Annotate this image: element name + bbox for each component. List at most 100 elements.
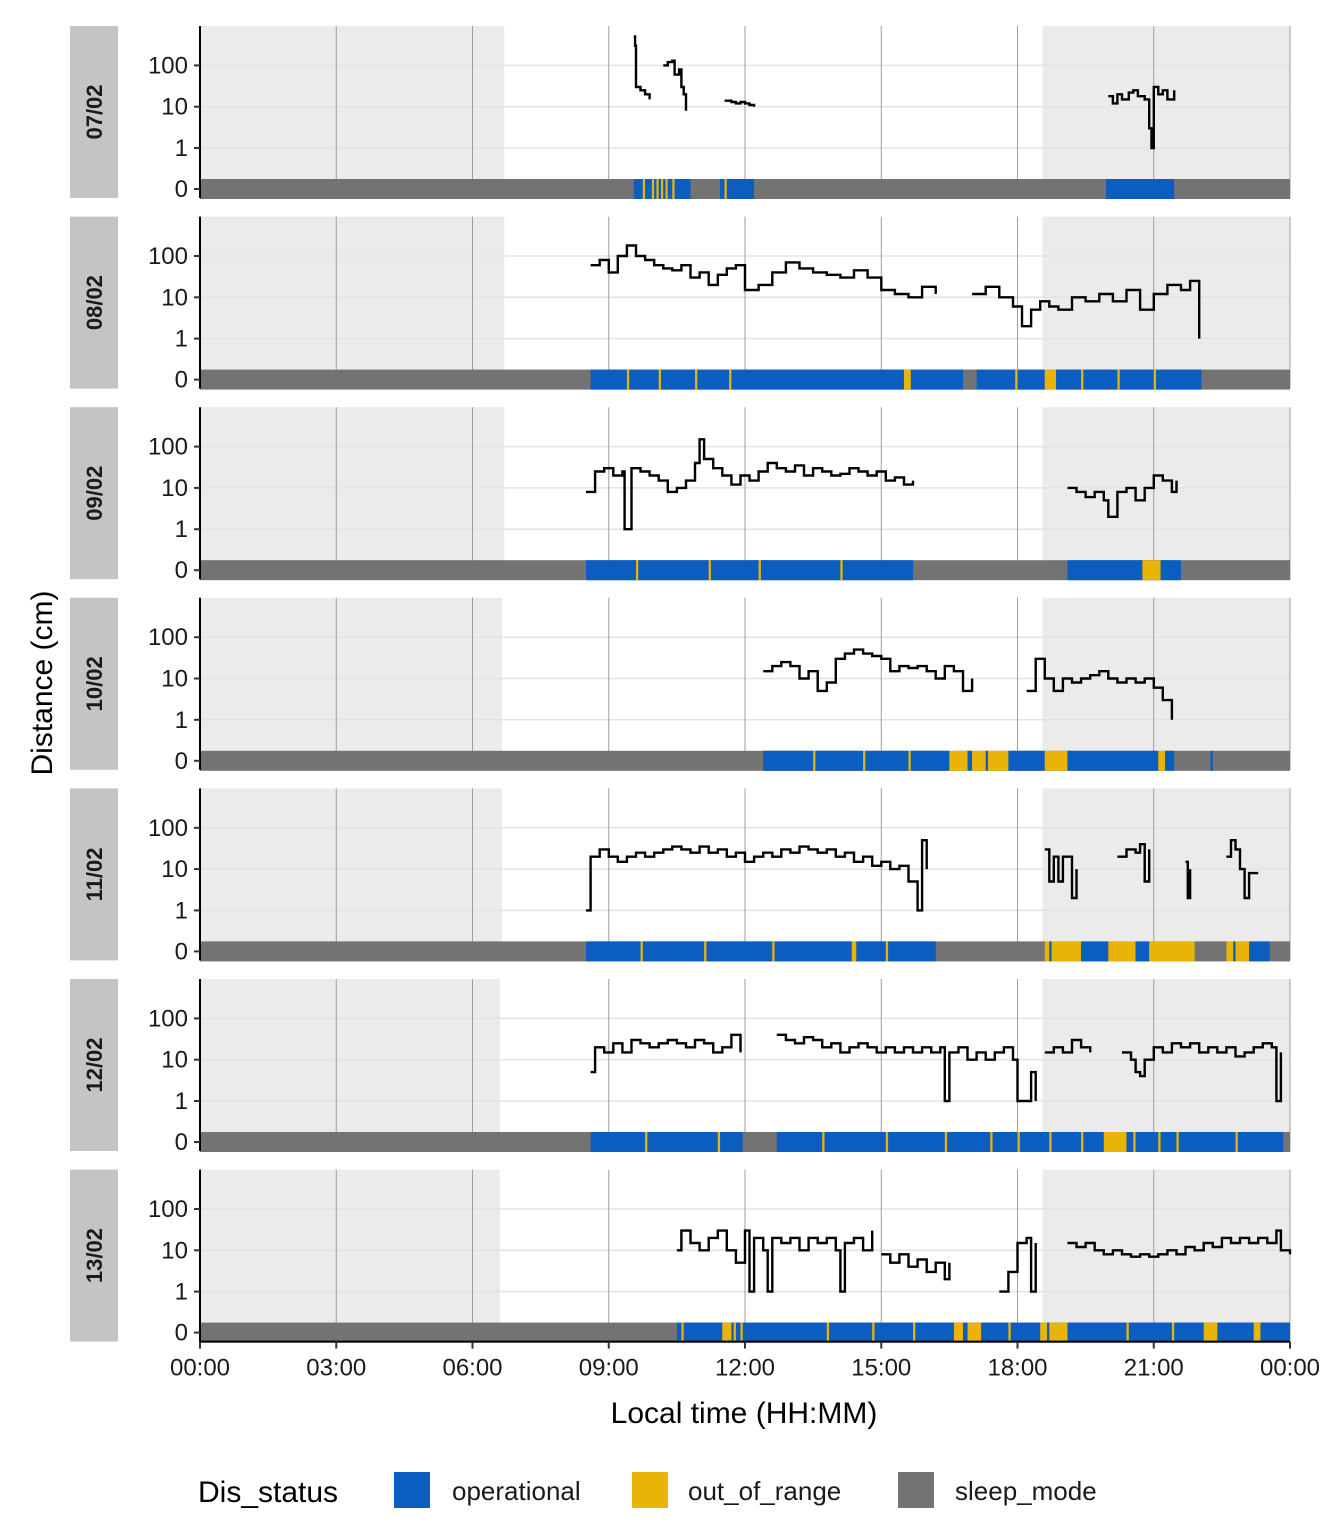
facet-strip: [70, 407, 118, 580]
status-band-operational: [1106, 179, 1175, 199]
status-band-out_of_range: [1017, 1132, 1020, 1152]
status-band-out_of_range: [990, 1132, 993, 1152]
facet-strip-label: 13/02: [82, 1228, 107, 1283]
status-band-out_of_range: [708, 560, 711, 581]
x-tick-label: 00:00: [170, 1355, 230, 1382]
status-band-operational: [1233, 941, 1236, 962]
facet-strip: [70, 1169, 118, 1342]
distance-series-line: [1044, 1038, 1092, 1054]
status-band-out_of_range: [656, 179, 659, 199]
status-band-out_of_range: [1142, 560, 1161, 581]
x-tick-label: 12:00: [715, 1355, 775, 1382]
distance-series-line: [633, 35, 651, 100]
status-band-out_of_range: [642, 179, 646, 199]
status-band-out_of_range: [872, 1322, 875, 1343]
status-band-out_of_range: [665, 179, 668, 199]
distance-series-line: [1067, 1229, 1292, 1258]
y-tick-label: 1: [175, 135, 188, 162]
status-band-out_of_range: [1044, 750, 1068, 771]
facet-strip-label: 07/02: [82, 84, 107, 139]
status-band-operational: [633, 179, 643, 199]
status-band-operational: [1067, 560, 1181, 581]
status-band-out_of_range: [672, 179, 675, 199]
status-band-out_of_range: [640, 941, 643, 962]
status-band-operational: [726, 179, 755, 199]
legend-title: Dis_status: [198, 1476, 338, 1509]
distance-series-line: [881, 1253, 951, 1281]
status-band-out_of_range: [851, 941, 857, 962]
x-tick-label: 15:00: [851, 1355, 911, 1382]
status-band-out_of_range: [1117, 369, 1120, 390]
status-band-operational: [590, 369, 963, 390]
status-band-out_of_range: [949, 750, 1009, 771]
status-band-out_of_range: [826, 1322, 830, 1343]
status-band-out_of_range: [724, 179, 727, 199]
facet-strip-label: 08/02: [82, 275, 107, 330]
status-band-out_of_range: [1158, 1132, 1161, 1152]
status-band-out_of_range: [729, 369, 732, 390]
night-shading-evening: [1042, 216, 1290, 389]
status-band-operational: [658, 179, 661, 199]
status-band-out_of_range: [660, 179, 664, 199]
status-band-operational: [676, 1322, 1290, 1343]
distance-series-line: [586, 438, 915, 531]
y-tick-label: 10: [161, 1047, 188, 1074]
status-band-operational: [1135, 941, 1150, 962]
status-band-out_of_range: [695, 369, 698, 390]
status-band-out_of_range: [1153, 369, 1157, 390]
y-tick-label: 100: [148, 434, 188, 461]
status-band-out_of_range: [717, 1132, 721, 1152]
status-band-operational: [1210, 750, 1213, 771]
status-band-out_of_range: [885, 1132, 889, 1152]
status-band-out_of_range: [1081, 369, 1084, 390]
status-band-out_of_range: [1015, 369, 1018, 390]
distance-series-line: [1067, 474, 1178, 518]
status-band-operational: [1047, 1322, 1050, 1343]
status-band-out_of_range: [1040, 1322, 1068, 1343]
legend: Dis_status operational out_of_range sleep_…: [198, 1472, 1097, 1509]
status-band-operational: [1008, 750, 1045, 771]
y-tick-label: 100: [148, 243, 188, 270]
y-tick-label: 100: [148, 815, 188, 842]
status-band-out_of_range: [1171, 1322, 1175, 1343]
status-band-out_of_range: [1133, 1132, 1136, 1152]
status-band-operational: [1081, 941, 1109, 962]
status-band-out_of_range: [1176, 1132, 1179, 1152]
status-band-out_of_range: [626, 369, 630, 390]
status-band-operational: [967, 750, 973, 771]
y-axis-title: Distance (cm): [26, 590, 59, 775]
status-band-out_of_range: [1126, 1322, 1129, 1343]
x-tick-label: 00:00: [1260, 1355, 1320, 1382]
status-band-out_of_range: [885, 941, 889, 962]
y-tick-label: 10: [161, 666, 188, 693]
status-band-sleep_mode: [963, 369, 977, 390]
y-tick-label: 100: [148, 1196, 188, 1223]
facet-strip: [70, 26, 118, 198]
status-band-operational: [985, 750, 988, 771]
status-band-out_of_range: [1008, 1322, 1011, 1343]
y-tick-label: 100: [148, 1005, 188, 1032]
y-tick-label: 0: [175, 367, 188, 394]
y-tick-label: 10: [161, 94, 188, 121]
status-band-out_of_range: [813, 750, 816, 771]
distance-series-line: [663, 59, 688, 111]
status-band-out_of_range: [840, 560, 843, 581]
y-tick-label: 100: [148, 624, 188, 651]
status-band-out_of_range: [740, 1322, 743, 1343]
status-band-out_of_range: [863, 750, 866, 771]
facet-panel: 0 1 10 100 07/02: [70, 26, 1291, 203]
distance-series-line: [999, 1236, 1037, 1293]
status-band-operational: [976, 369, 1045, 390]
facet-strip-label: 12/02: [82, 1037, 107, 1092]
status-band-out_of_range: [944, 1132, 948, 1152]
status-band-out_of_range: [1044, 941, 1082, 962]
status-band-out_of_range: [908, 750, 911, 771]
status-band-operational: [667, 179, 673, 199]
status-band-operational: [645, 179, 652, 199]
status-band-operational: [586, 941, 936, 962]
night-shading-morning: [200, 216, 505, 389]
status-band-out_of_range: [1044, 369, 1057, 390]
legend-swatch-sleep_mode: [898, 1472, 934, 1508]
y-tick-label: 10: [161, 1237, 188, 1264]
facet-strip-label: 11/02: [82, 847, 107, 901]
